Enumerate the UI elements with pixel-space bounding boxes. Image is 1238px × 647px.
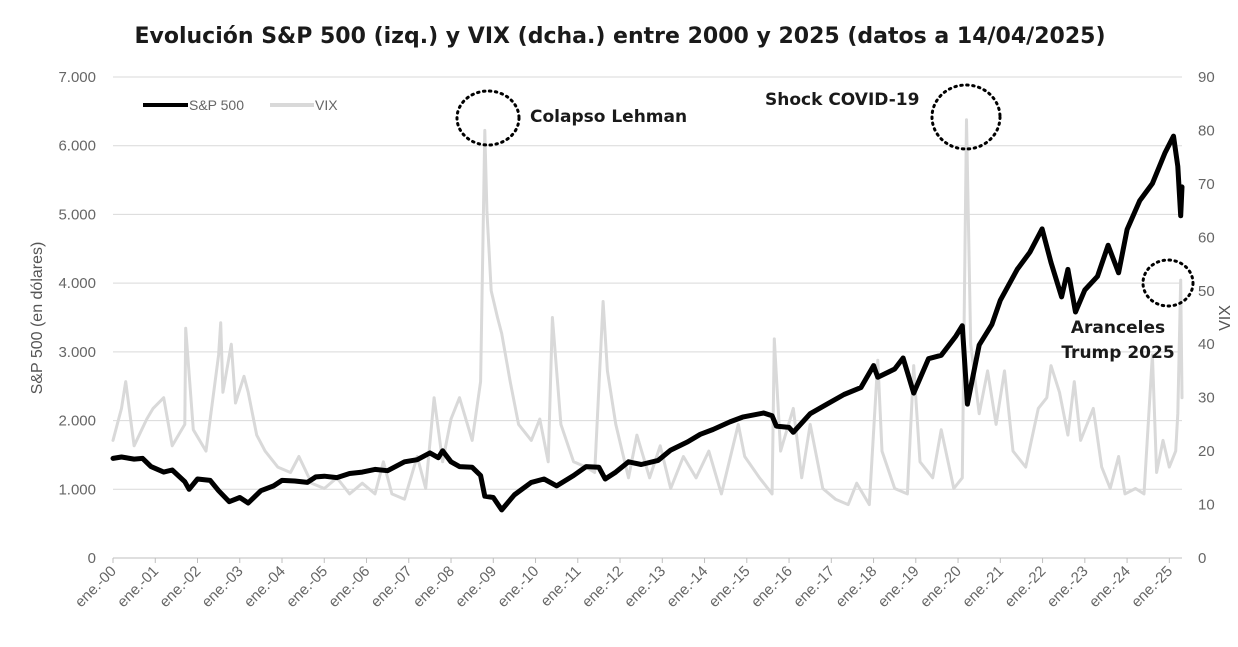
y-left-tick-label: 6.000: [58, 138, 96, 155]
x-tick-label: ene.-10: [494, 563, 542, 611]
x-tick-label: ene.-17: [790, 563, 838, 611]
annotation-lehman: Colapso Lehman: [530, 107, 687, 127]
x-axis-ticks: ene.-00ene.-01ene.-02ene.-03ene.-04ene.-…: [72, 558, 1176, 611]
x-tick-label: ene.-14: [663, 563, 711, 611]
grid: [113, 76, 1182, 559]
y-right-tick-label: 30: [1198, 390, 1215, 407]
x-tick-label: ene.-15: [706, 563, 754, 611]
x-tick-label: ene.-07: [368, 563, 416, 611]
series-layer: [110, 118, 1185, 513]
y-left-tick-label: 3.000: [58, 344, 96, 361]
x-tick-label: ene.-04: [241, 563, 289, 611]
x-tick-label: ene.-19: [875, 563, 923, 611]
x-tick-label: ene.-08: [410, 563, 458, 611]
x-tick-label: ene.-16: [748, 563, 796, 611]
annotation-tariffs-line2: Trump 2025: [1061, 343, 1174, 363]
x-tick-label: ene.-12: [579, 563, 627, 611]
x-tick-label: ene.-02: [156, 563, 204, 611]
y-right-tick-label: 50: [1198, 283, 1215, 300]
y-left-tick-label: 1.000: [58, 481, 96, 498]
y-right-tick-label: 0: [1198, 550, 1206, 567]
x-tick-label: ene.-11: [537, 563, 584, 610]
x-tick-label: ene.-18: [832, 563, 880, 611]
x-tick-label: ene.-25: [1128, 563, 1176, 611]
legend: S&P 500 VIX: [143, 97, 338, 113]
legend-label-vix: VIX: [315, 97, 338, 113]
x-tick-label: ene.-22: [1001, 563, 1049, 611]
x-tick-label: ene.-20: [917, 563, 965, 611]
y-left-tick-label: 5.000: [58, 206, 96, 223]
x-tick-label: ene.-21: [959, 563, 1007, 611]
x-tick-label: ene.-09: [452, 563, 500, 611]
series-line-vix: [111, 118, 1184, 507]
y-axis-left-label: S&P 500 (en dólares): [29, 242, 46, 395]
x-tick-label: ene.-24: [1086, 563, 1134, 611]
y-left-tick-label: 4.000: [58, 275, 96, 292]
chart-title: Evolución S&P 500 (izq.) y VIX (dcha.) e…: [134, 24, 1105, 49]
y-left-tick-label: 7.000: [58, 69, 96, 86]
annotation-tariffs-line1: Aranceles: [1071, 318, 1165, 338]
y-right-tick-label: 80: [1198, 122, 1215, 139]
y-axis-right-label: VIX: [1217, 305, 1234, 331]
x-tick-label: ene.-05: [283, 563, 331, 611]
annotations: Colapso Lehman Shock COVID-19 Aranceles …: [455, 83, 1195, 363]
y-right-tick-label: 20: [1198, 443, 1215, 460]
y-right-tick-label: 60: [1198, 229, 1215, 246]
y-right-tick-label: 90: [1198, 69, 1215, 86]
x-tick-label: ene.-00: [72, 563, 120, 611]
annotation-circle-covid: [930, 83, 1002, 151]
x-tick-label: ene.-01: [114, 563, 162, 611]
series-line-sp500: [110, 133, 1185, 513]
y-axis-right-ticks: 0 10 20 30 40 50 60 70 80 90: [1198, 69, 1215, 567]
y-right-tick-label: 70: [1198, 176, 1215, 193]
x-tick-label: ene.-23: [1044, 563, 1092, 611]
annotation-circle-tariffs: [1141, 258, 1195, 308]
y-right-tick-label: 10: [1198, 497, 1215, 514]
x-tick-label: ene.-03: [199, 563, 247, 611]
y-left-tick-label: 2.000: [58, 413, 96, 430]
y-left-tick-label: 0: [88, 550, 96, 567]
x-tick-label: ene.-13: [621, 563, 669, 611]
legend-label-sp500: S&P 500: [189, 97, 244, 113]
annotation-circle-lehman: [455, 89, 521, 147]
y-right-tick-label: 40: [1198, 336, 1215, 353]
y-axis-left-ticks: 0 1.000 2.000 3.000 4.000 5.000 6.000 7.000: [58, 69, 96, 567]
annotation-covid: Shock COVID-19: [765, 90, 919, 110]
x-tick-label: ene.-06: [325, 563, 373, 611]
